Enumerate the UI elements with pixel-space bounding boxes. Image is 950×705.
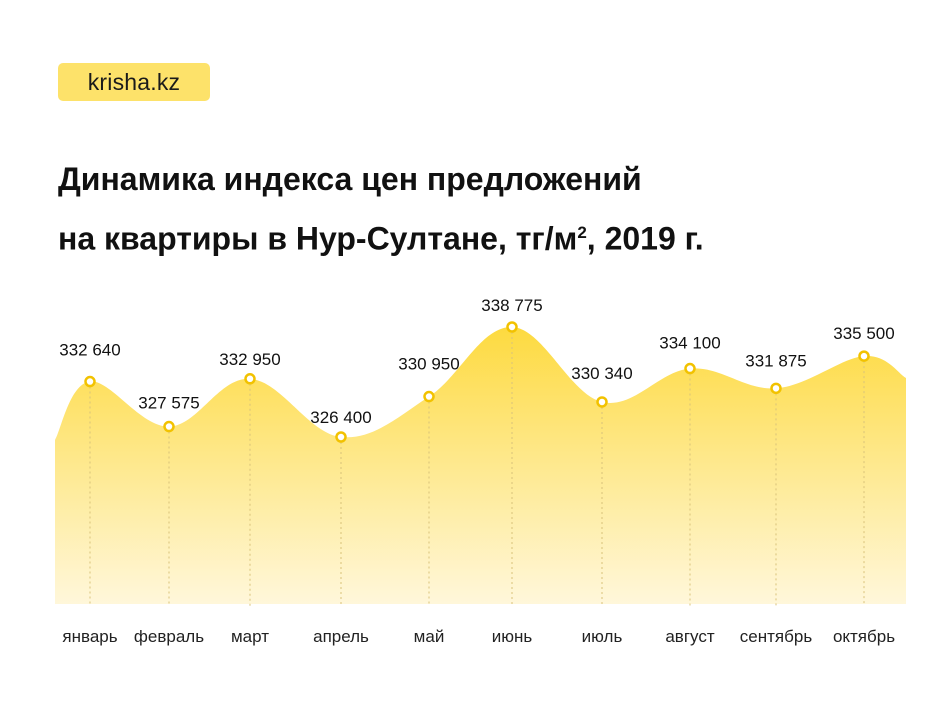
month-label: сентябрь [740,627,813,646]
value-label: 338 775 [481,296,542,315]
data-point [596,396,608,408]
value-label: 334 100 [659,334,720,353]
value-label: 330 340 [571,364,632,383]
month-label: февраль [134,627,204,646]
value-label: 332 640 [59,341,120,360]
month-guidelines [89,327,865,606]
value-label: 326 400 [310,408,371,427]
data-point-markers [84,321,870,443]
data-point [858,350,870,362]
month-label: октябрь [833,627,895,646]
chart-title: Динамика индекса цен предложений на квар… [58,152,898,266]
data-point [335,431,347,443]
value-label: 330 950 [398,355,459,374]
month-label: март [231,627,269,646]
value-label: 327 575 [138,394,199,413]
title-line-1: Динамика индекса цен предложений [58,161,642,197]
month-label: апрель [313,627,369,646]
data-point [770,382,782,395]
value-label: 331 875 [745,351,806,370]
title-superscript: 2 [577,223,587,242]
data-point [244,373,256,385]
area-fill [55,326,906,604]
data-point [506,321,518,333]
data-point [84,375,96,388]
data-point [423,390,435,403]
month-label: июль [582,627,623,646]
month-label: май [414,627,445,646]
value-label: 335 500 [833,324,894,343]
title-line-2-year: , 2019 г. [586,220,704,257]
month-labels: январь февраль март апрель май июнь июль август… [62,627,895,646]
data-point [163,420,175,433]
logo-text: krisha.kz [87,68,181,95]
month-label: июнь [492,627,533,646]
month-label: август [665,627,714,646]
month-label: январь [62,627,117,646]
krisha-logo: krisha.kz [58,63,210,101]
title-line-2-main: на квартиры в Нур-Султане, тг/м [58,220,578,257]
title-line-2: на квартиры в Нур-Султане, тг/м2, 2019 г… [58,206,898,266]
value-label: 332 950 [219,350,280,369]
data-point [684,362,696,375]
value-labels: 332 640 327 575 332 950 326 400 330 950 338 7… [59,296,894,427]
